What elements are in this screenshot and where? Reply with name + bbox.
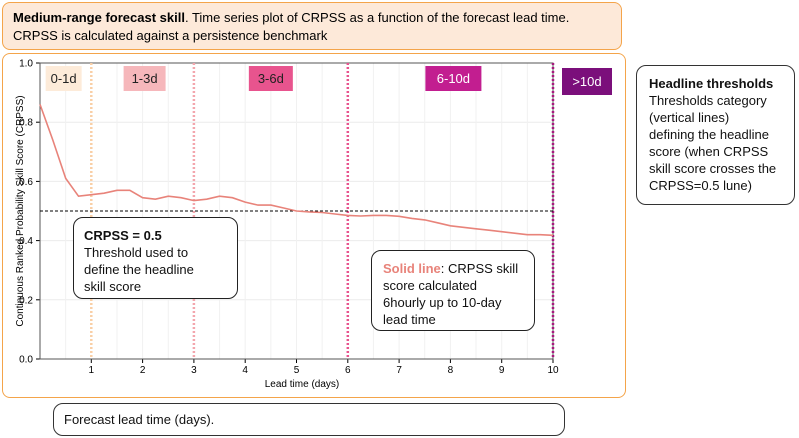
title-line-2: CRPSS is calculated against a persistenc… <box>13 28 328 43</box>
category-label: 3-6d <box>258 71 284 86</box>
y-tick-label: 0.6 <box>19 177 33 188</box>
category-box <box>562 68 612 95</box>
threshold-callout-line: Threshold used to <box>84 245 189 260</box>
category-box <box>248 66 293 91</box>
title-rest: . Time series plot of CRPSS as a functio… <box>184 10 570 25</box>
x-tick-label: 1 <box>89 365 95 376</box>
headline-callout-line: skill score crosses the <box>649 161 777 176</box>
x-tick-label: 2 <box>140 365 146 376</box>
category-box <box>123 66 166 91</box>
solid-line-callout-line: score calculated <box>383 278 477 293</box>
category-label: 0-1d <box>51 71 77 86</box>
chart-title-box: Medium-range forecast skill. Time series… <box>2 2 622 50</box>
x-tick-label: 10 <box>547 365 559 376</box>
category-box <box>45 66 82 91</box>
y-axis-title: Continuous Ranked Probability Skill Scor… <box>15 95 26 326</box>
threshold-callout-line: define the headline <box>84 262 194 277</box>
solid-line-callout-line: 6hourly up to 10-day <box>383 295 502 310</box>
headline-callout-line: (vertical lines) <box>649 110 730 125</box>
crpss-series-line <box>39 104 554 237</box>
xlabel-note-text: Forecast lead time (days). <box>64 412 215 427</box>
headline-thresholds-callout: Headline thresholds Thresholds category … <box>636 65 795 205</box>
threshold-callout: CRPSS = 0.5 Threshold used to define the… <box>73 217 238 299</box>
y-tick-label: 0.4 <box>19 236 33 247</box>
y-tick-label: 1.0 <box>19 59 33 70</box>
x-tick-label: 9 <box>499 365 505 376</box>
x-tick-label: 8 <box>448 365 454 376</box>
crpss-chart: 0.0 0.2 0.4 0.6 0.8 1.0 1 2 3 4 5 6 7 8 9 10 0-1d 1-3d 3-… <box>15 59 612 390</box>
headline-callout-title: Headline thresholds <box>649 76 774 91</box>
category-label: >10d <box>572 74 601 89</box>
headline-callout-line: defining the headline <box>649 127 769 142</box>
headline-callout-line: score (when CRPSS <box>649 144 769 159</box>
y-tick-label: 0.2 <box>19 295 33 306</box>
solid-line-text: : CRPSS skill <box>440 261 519 276</box>
solid-line-callout: Solid line: CRPSS skill score calculated… <box>371 250 535 331</box>
x-tick-label: 3 <box>191 365 197 376</box>
threshold-callout-line: skill score <box>84 279 142 294</box>
headline-callout-line: CRPSS=0.5 lune) <box>649 178 752 193</box>
category-label: 1-3d <box>132 71 158 86</box>
threshold-callout-title: CRPSS = 0.5 <box>84 228 162 243</box>
xlabel-note-callout: Forecast lead time (days). <box>53 403 565 436</box>
y-tick-label: 0.8 <box>19 118 33 129</box>
y-tick-label: 0.0 <box>19 355 33 366</box>
x-axis-title: Lead time (days) <box>265 379 339 390</box>
x-tick-label: 5 <box>294 365 300 376</box>
title-line-1: Medium-range forecast skill. Time series… <box>13 9 611 27</box>
solid-line-label: Solid line <box>383 261 441 276</box>
solid-line-callout-line: lead time <box>383 312 436 327</box>
x-tick-label: 6 <box>345 365 351 376</box>
title-bold: Medium-range forecast skill <box>13 10 185 25</box>
category-box <box>425 66 482 91</box>
x-tick-label: 7 <box>396 365 402 376</box>
headline-callout-line: Thresholds category <box>649 93 767 108</box>
solid-line-callout-line: Solid line: CRPSS skill <box>383 260 523 277</box>
category-label: 6-10d <box>437 71 470 86</box>
x-tick-label: 4 <box>242 365 248 376</box>
